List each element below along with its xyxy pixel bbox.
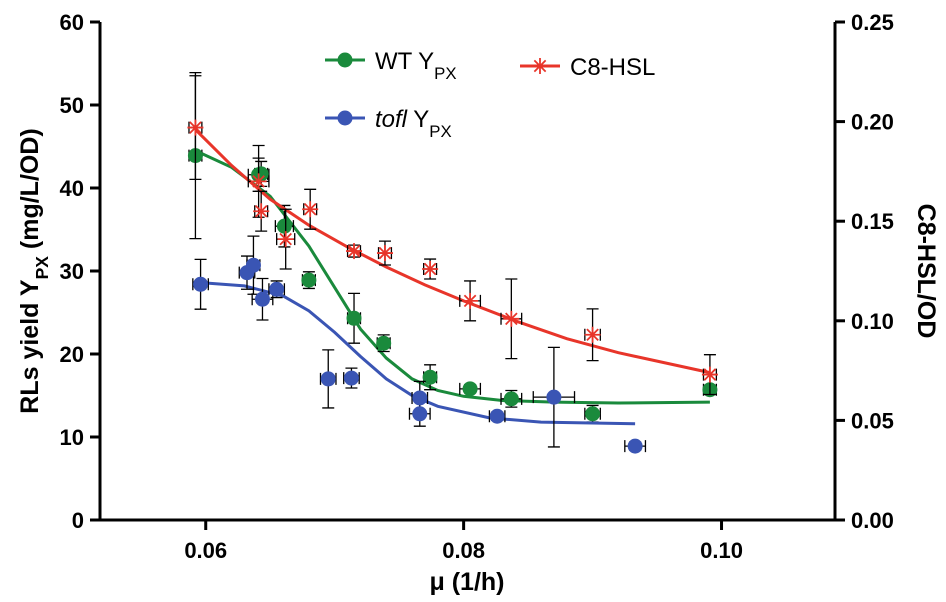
- data-point: [376, 245, 393, 262]
- data-point: [346, 243, 363, 260]
- y-tick-label: 60: [60, 10, 84, 35]
- star-stroke: [347, 244, 361, 258]
- y2-tick-label: 0.15: [851, 209, 894, 234]
- legend-entry: tofl YPX: [325, 106, 452, 141]
- data-point: [462, 292, 479, 309]
- y-axis-label: RLs yield YPX (mg/L/OD): [16, 128, 52, 413]
- text-part: PX: [434, 64, 456, 83]
- y2-axis-label: C8-HSL/OD: [912, 204, 940, 339]
- text-part: RLs yield Y: [16, 279, 44, 414]
- fit-curve: [194, 149, 710, 405]
- data-point: [503, 310, 520, 327]
- data-point: [276, 218, 292, 234]
- data-point: [254, 291, 270, 307]
- data-point: [585, 406, 601, 422]
- data-point: [412, 390, 428, 406]
- data-point: [489, 408, 505, 424]
- y2-tick-label: 0.00: [851, 508, 894, 533]
- star-stroke: [703, 368, 717, 381]
- data-point: [187, 119, 204, 136]
- x-tick-label: 0.06: [184, 538, 227, 563]
- data-point: [269, 281, 285, 297]
- text-part: C8-HSL: [570, 54, 655, 81]
- data-point: [277, 231, 294, 248]
- text-part: Y: [407, 106, 429, 133]
- legend-marker: [337, 110, 353, 126]
- legend-label: WT YPX: [375, 48, 457, 83]
- star-stroke: [303, 202, 317, 216]
- y2-tick-label: 0.05: [851, 408, 894, 433]
- y2-tick-label: 0.20: [851, 110, 894, 135]
- data-point: [346, 310, 362, 326]
- legend-label: tofl YPX: [375, 106, 452, 141]
- legend-marker: [337, 52, 353, 68]
- text-part: WT Y: [375, 48, 434, 75]
- data-point: [343, 370, 359, 386]
- data-point: [320, 371, 336, 387]
- star-stroke: [279, 232, 292, 246]
- y-tick-label: 10: [60, 425, 84, 450]
- data-point: [701, 366, 718, 383]
- data-point: [546, 389, 562, 405]
- star-stroke: [189, 121, 202, 134]
- data-point: [422, 261, 439, 278]
- x-axis-label: μ (1/h): [429, 568, 504, 596]
- data-point: [193, 276, 209, 292]
- data-point: [302, 201, 319, 218]
- star-stroke: [423, 262, 437, 276]
- star-stroke: [378, 246, 392, 260]
- data-point: [301, 272, 317, 288]
- star-stroke: [505, 312, 518, 326]
- star-stroke: [252, 175, 265, 188]
- data-point: [253, 166, 269, 182]
- text-part: PX: [429, 122, 451, 141]
- star-stroke: [463, 294, 477, 308]
- data-point: [503, 391, 519, 407]
- y2-tick-label: 0.10: [851, 309, 894, 334]
- legend-label: C8-HSL: [570, 54, 655, 81]
- data-point: [253, 203, 270, 220]
- x-tick-label: 0.08: [442, 538, 485, 563]
- fit-curve: [194, 128, 711, 375]
- x-tick-label: 0.10: [700, 538, 743, 563]
- data-point: [250, 173, 267, 190]
- text-part: PX: [32, 256, 52, 280]
- y2-tick-label: 0.25: [851, 10, 894, 35]
- text-part: tofl: [375, 106, 408, 133]
- data-point: [422, 369, 438, 385]
- data-point: [245, 257, 261, 273]
- text-part: (mg/L/OD): [16, 128, 44, 256]
- y-tick-label: 20: [60, 342, 84, 367]
- data-point: [462, 381, 478, 397]
- legend-entry: C8-HSL: [520, 54, 655, 81]
- data-point: [376, 335, 392, 351]
- data-point: [627, 438, 643, 454]
- data-point: [584, 326, 601, 343]
- legend-marker: [532, 58, 548, 74]
- star-stroke: [254, 204, 268, 218]
- legend-entry: WT YPX: [325, 48, 457, 83]
- star-stroke: [533, 59, 547, 73]
- y-tick-label: 30: [60, 259, 84, 284]
- y-tick-label: 50: [60, 93, 84, 118]
- y-tick-label: 40: [60, 176, 84, 201]
- y-tick-label: 0: [72, 508, 84, 533]
- star-stroke: [586, 328, 599, 342]
- data-point: [412, 406, 428, 422]
